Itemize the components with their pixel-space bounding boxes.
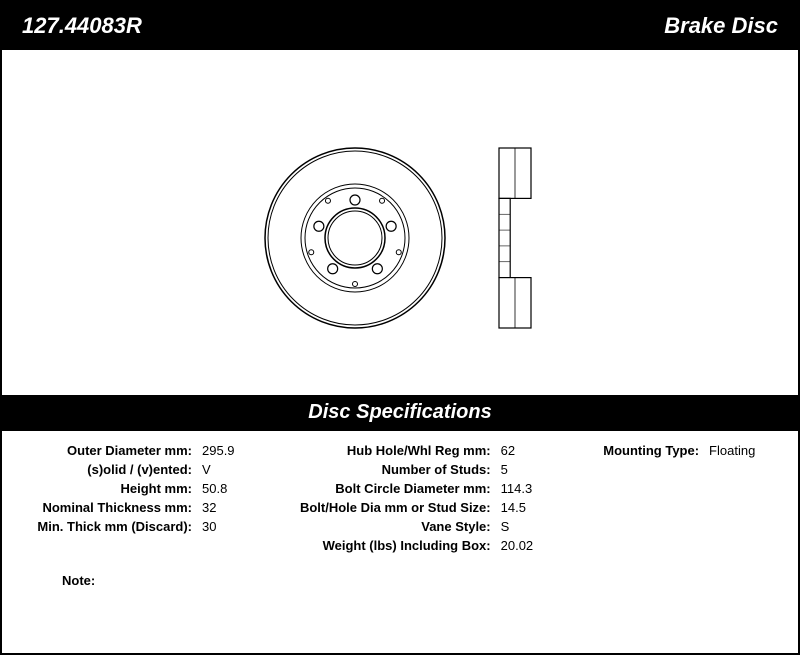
section-title: Disc Specifications	[2, 395, 798, 431]
specs-column-1: Outer Diameter mm:295.9(s)olid / (v)ente…	[22, 443, 281, 553]
spec-label: Vane Style:	[281, 519, 501, 534]
spec-value: 295.9	[202, 443, 235, 458]
spec-label: Bolt Circle Diameter mm:	[281, 481, 501, 496]
spec-value: 5	[501, 462, 508, 477]
spec-row: Bolt Circle Diameter mm:114.3	[281, 481, 579, 496]
spec-row: Number of Studs:5	[281, 462, 579, 477]
spec-value: S	[501, 519, 510, 534]
spec-value: 62	[501, 443, 515, 458]
spec-value: 20.02	[501, 538, 534, 553]
spec-value: Floating	[709, 443, 755, 458]
spec-value: V	[202, 462, 211, 477]
product-type: Brake Disc	[664, 13, 778, 39]
note-label: Note:	[2, 553, 798, 588]
spec-row: (s)olid / (v)ented:V	[22, 462, 281, 477]
spec-row: Outer Diameter mm:295.9	[22, 443, 281, 458]
spec-value: 114.3	[501, 481, 533, 496]
brake-disc-side-view	[490, 143, 540, 333]
spec-value: 30	[202, 519, 216, 534]
spec-label: Number of Studs:	[281, 462, 501, 477]
brake-disc-front-view	[260, 143, 450, 333]
spec-row: Hub Hole/Whl Reg mm:62	[281, 443, 579, 458]
spec-row: Min. Thick mm (Discard):30	[22, 519, 281, 534]
spec-row: Vane Style:S	[281, 519, 579, 534]
part-number: 127.44083R	[22, 13, 142, 39]
spec-value: 32	[202, 500, 216, 515]
spec-label: Outer Diameter mm:	[22, 443, 202, 458]
spec-label: Nominal Thickness mm:	[22, 500, 202, 515]
spec-label: Hub Hole/Whl Reg mm:	[281, 443, 501, 458]
spec-value: 14.5	[501, 500, 526, 515]
spec-row: Nominal Thickness mm:32	[22, 500, 281, 515]
spec-label: Weight (lbs) Including Box:	[281, 538, 501, 553]
spec-label: Min. Thick mm (Discard):	[22, 519, 202, 534]
header-bar: 127.44083R Brake Disc	[2, 2, 798, 50]
spec-row: Bolt/Hole Dia mm or Stud Size:14.5	[281, 500, 579, 515]
spec-label: (s)olid / (v)ented:	[22, 462, 202, 477]
spec-row: Weight (lbs) Including Box:20.02	[281, 538, 579, 553]
specs-area: Outer Diameter mm:295.9(s)olid / (v)ente…	[2, 431, 798, 553]
spec-row: Height mm:50.8	[22, 481, 281, 496]
specs-column-2: Hub Hole/Whl Reg mm:62Number of Studs:5B…	[281, 443, 579, 553]
specs-column-3: Mounting Type:Floating	[579, 443, 778, 553]
spec-label: Height mm:	[22, 481, 202, 496]
spec-value: 50.8	[202, 481, 227, 496]
spec-label: Bolt/Hole Dia mm or Stud Size:	[281, 500, 501, 515]
diagram-area	[2, 50, 798, 395]
spec-row: Mounting Type:Floating	[579, 443, 778, 458]
spec-label: Mounting Type:	[579, 443, 709, 458]
